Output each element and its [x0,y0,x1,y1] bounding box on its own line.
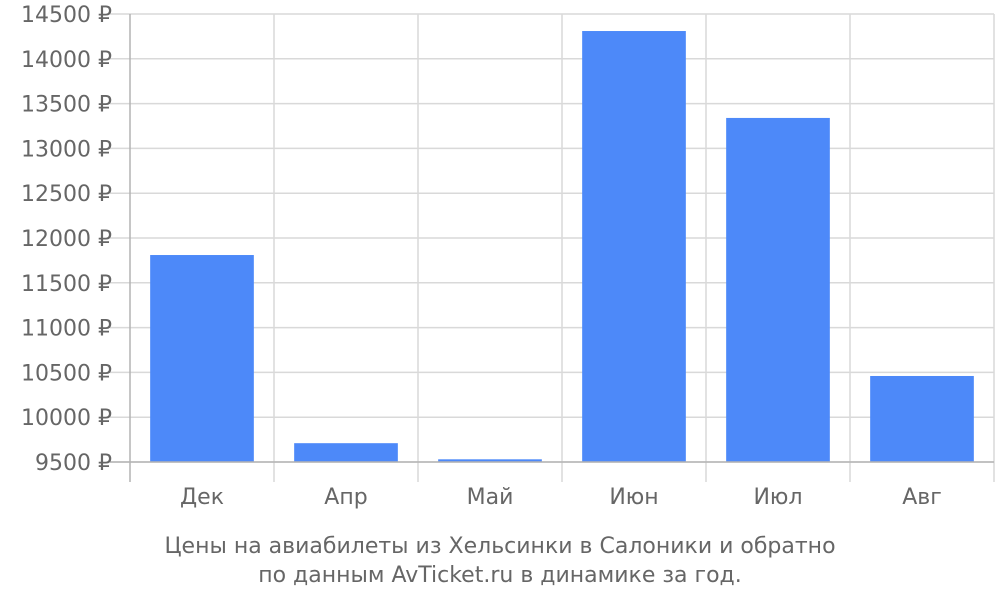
bar-Май [438,459,542,462]
x-tick-label: Май [467,485,514,510]
axes [110,14,994,482]
y-tick-label: 9500 ₽ [35,451,112,476]
y-tick-label: 13000 ₽ [21,137,112,162]
y-tick-label: 14500 ₽ [21,3,112,28]
y-tick-label: 14000 ₽ [21,48,112,73]
bar-Июн [582,31,686,463]
y-tick-label: 12000 ₽ [21,227,112,252]
bar-Июл [726,117,830,462]
bar-Апр [294,443,398,462]
y-tick-label: 12500 ₽ [21,182,112,207]
y-axis-tick-labels: 9500 ₽ 10000 ₽ 10500 ₽ 11000 ₽ 11500 ₽ 12000 … [21,3,112,476]
y-tick-label: 10000 ₽ [21,406,112,431]
grid-lines [110,13,995,482]
bar-Дек [150,255,254,462]
y-tick-label: 10500 ₽ [21,361,112,386]
x-axis-tick-labels: Дек Апр Май Июн Июл Авг [180,485,942,510]
x-tick-label: Апр [324,485,367,510]
x-tick-label: Июл [753,485,802,510]
x-tick-label: Авг [902,485,942,510]
chart-caption-line-1: Цены на авиабилеты из Хельсинки в Салони… [164,534,836,559]
y-tick-label: 11500 ₽ [21,272,112,297]
x-tick-label: Июн [609,485,658,510]
bar-Авг [870,375,974,462]
bars [150,31,974,463]
chart-caption-line-2: по данным AvTicket.ru в динамике за год. [258,563,742,588]
y-tick-label: 13500 ₽ [21,93,112,118]
x-tick-label: Дек [180,485,224,510]
y-tick-label: 11000 ₽ [21,317,112,342]
